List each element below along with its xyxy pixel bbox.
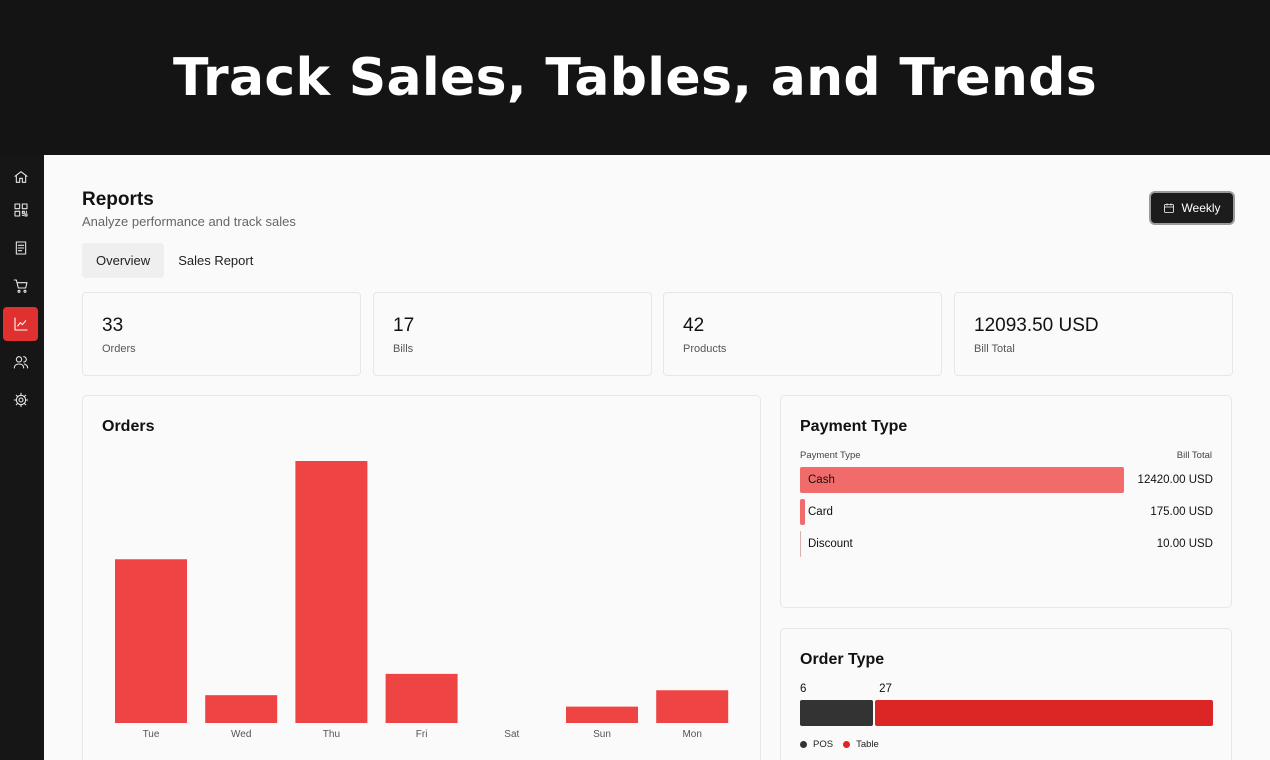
stat-value: 17 — [393, 315, 415, 336]
order-type-legend: POS Table — [800, 739, 879, 750]
payment-type-title: Payment Type — [800, 418, 908, 435]
cart-icon — [13, 279, 28, 293]
period-select-button[interactable]: Weekly — [1151, 193, 1233, 223]
payment-row-card: Card 175.00 USD — [800, 499, 1213, 525]
qr-code-icon — [13, 203, 28, 217]
payment-name: Discount — [808, 538, 853, 550]
settings-icon — [13, 392, 28, 408]
calendar-icon — [1164, 203, 1175, 213]
stat-card-products: 42 Products — [663, 292, 942, 376]
stat-value: 33 — [102, 315, 124, 336]
tab-overview[interactable]: Overview — [82, 243, 165, 278]
stat-card-orders: 33 Orders — [82, 292, 361, 376]
stat-label: Orders — [102, 343, 136, 355]
sidebar-item-reports[interactable] — [3, 307, 38, 341]
orders-bar-chart: Tue Wed Thu Fri Sat Sun Mon — [115, 461, 729, 740]
payment-bar — [800, 467, 1124, 493]
hero-title: Track Sales, Tables, and Trends — [172, 47, 1098, 108]
payment-type-col-header: Payment Type — [800, 450, 861, 461]
sidebar-item-qr[interactable] — [3, 193, 38, 227]
x-tick-label: Wed — [231, 729, 251, 740]
table-bar — [875, 700, 1213, 726]
stat-card-bills: 17 Bills — [373, 292, 652, 376]
orders-chart-card: Orders Tue Wed Thu Fri Sat Sun Mon — [82, 395, 761, 760]
payment-value: 10.00 USD — [1156, 538, 1213, 550]
pos-legend-label: POS — [813, 739, 834, 750]
period-label: Weekly — [1181, 201, 1221, 215]
sidebar-item-settings[interactable] — [3, 383, 38, 417]
table-count: 27 — [879, 683, 892, 695]
stat-card-bill-total: 12093.50 USD Bill Total — [954, 292, 1233, 376]
sidebar-item-users[interactable] — [3, 345, 38, 379]
payment-row-cash: Cash 12420.00 USD — [800, 467, 1213, 493]
bar-fri — [385, 673, 458, 723]
pos-count: 6 — [800, 683, 807, 695]
bar-mon — [656, 690, 729, 723]
pos-bar — [800, 700, 874, 726]
payment-value: 175.00 USD — [1150, 506, 1213, 518]
report-tabs: Overview Sales Report — [82, 243, 267, 278]
reports-page: Reports Analyze performance and track sa… — [44, 155, 1270, 760]
payment-bar — [800, 499, 805, 525]
stat-value: 12093.50 USD — [974, 315, 1099, 336]
payment-name: Cash — [808, 474, 835, 486]
x-tick-label: Sun — [593, 729, 611, 740]
stat-label: Bill Total — [974, 343, 1015, 355]
x-tick-label: Sat — [504, 729, 519, 740]
payment-value: 12420.00 USD — [1137, 474, 1213, 486]
home-icon — [13, 171, 28, 183]
page-subtitle: Analyze performance and track sales — [82, 214, 296, 229]
payment-name: Card — [808, 506, 833, 518]
stat-label: Bills — [393, 343, 414, 355]
order-type-title: Order Type — [800, 651, 885, 668]
payment-bar — [800, 531, 801, 557]
stat-value: 42 — [683, 315, 705, 336]
tab-sales-report[interactable]: Sales Report — [178, 253, 254, 268]
users-icon — [13, 356, 28, 369]
sidebar-item-cart[interactable] — [3, 269, 38, 303]
chart-icon — [13, 317, 28, 331]
x-tick-label: Fri — [416, 729, 428, 740]
bar-sun — [566, 706, 638, 723]
x-tick-label: Mon — [682, 729, 701, 740]
bar-wed — [205, 695, 278, 723]
bar-thu — [295, 461, 368, 723]
x-tick-label: Thu — [323, 729, 340, 740]
payment-type-card: Payment Type Payment Type Bill Total Cas… — [780, 395, 1232, 608]
receipt-icon — [15, 241, 26, 255]
payment-row-discount: Discount 10.00 USD — [800, 531, 1213, 557]
orders-chart-title: Orders — [102, 418, 155, 435]
hero-banner: Track Sales, Tables, and Trends — [0, 0, 1270, 155]
bill-total-col-header: Bill Total — [1176, 450, 1212, 461]
sidebar-item-home[interactable] — [3, 160, 38, 194]
pos-legend-dot — [800, 741, 807, 748]
stat-label: Products — [683, 343, 727, 355]
bar-tue — [115, 559, 187, 723]
table-legend-dot — [843, 741, 851, 748]
page-title: Reports — [82, 189, 154, 210]
x-tick-label: Tue — [143, 729, 160, 740]
table-legend-label: Table — [856, 739, 879, 750]
order-type-card: Order Type 6 27 POS Table — [780, 628, 1232, 760]
sidebar — [0, 155, 44, 760]
sidebar-item-receipts[interactable] — [3, 231, 38, 265]
